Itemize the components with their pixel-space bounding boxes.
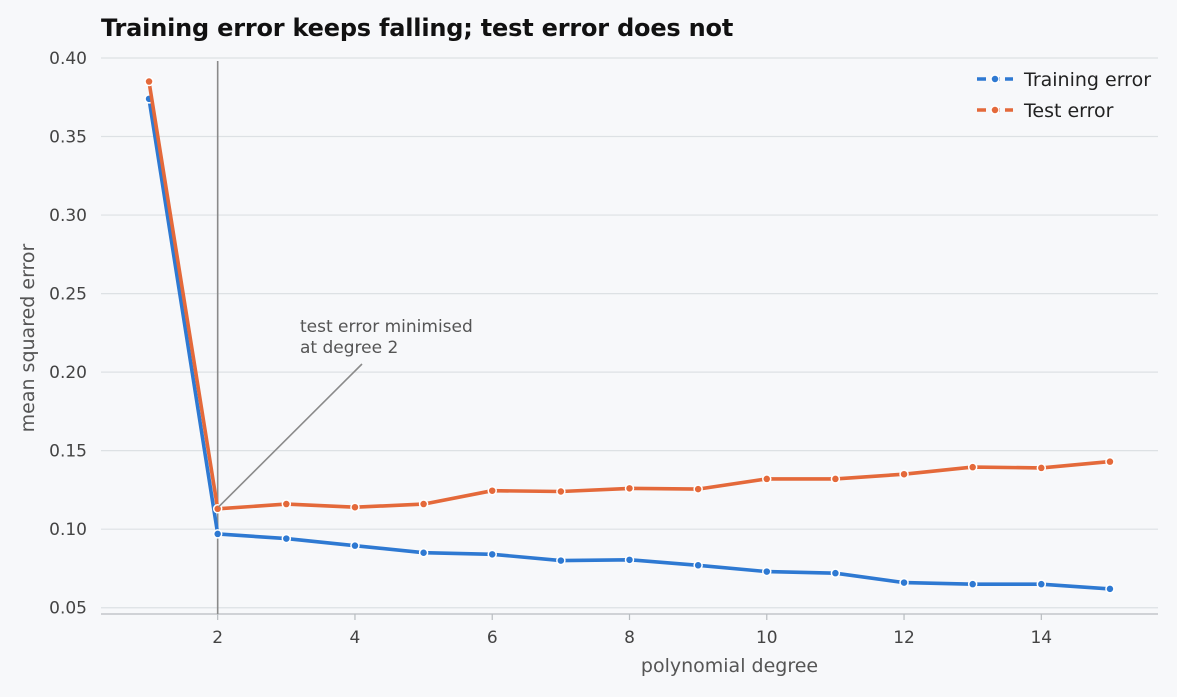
data-point-training (350, 540, 360, 551)
data-point-training (556, 555, 566, 566)
y-tick-label: 0.30 (49, 206, 87, 226)
x-tick-label: 10 (756, 628, 778, 648)
x-tick-label: 12 (893, 628, 915, 648)
y-axis-label: mean squared error (17, 243, 39, 432)
x-axis-label: polynomial degree (641, 655, 818, 677)
data-point-test (281, 499, 292, 509)
y-tick-label: 0.05 (49, 599, 87, 619)
data-point-training (418, 547, 429, 558)
legend-swatch-marker (990, 74, 1000, 84)
data-point-training (1036, 579, 1047, 589)
annotation-text: test error minimised (300, 317, 473, 337)
data-point-test (1105, 456, 1115, 467)
data-point-test (418, 499, 429, 509)
y-tick-label: 0.20 (49, 363, 87, 383)
data-point-test (693, 484, 703, 494)
y-tick-label: 0.40 (49, 49, 87, 69)
data-point-training (693, 560, 703, 571)
x-tick-label: 6 (487, 628, 498, 648)
y-tick-label: 0.25 (49, 285, 87, 305)
series-line-test (147, 79, 1112, 511)
data-point-test (830, 474, 841, 484)
data-point-test (899, 469, 909, 479)
data-point-training (487, 549, 497, 560)
legend-label: Training error (1023, 69, 1151, 91)
data-point-training (967, 579, 978, 589)
data-point-training (899, 577, 909, 588)
legend-swatch-marker (990, 105, 1000, 115)
data-point-training (624, 555, 635, 565)
data-point-training (281, 533, 292, 544)
data-point-test (556, 486, 566, 497)
annotation-arrow (218, 363, 363, 508)
data-point-test (350, 502, 360, 512)
series-line-training (147, 97, 1112, 591)
data-point-test (1036, 463, 1047, 473)
data-point-test (487, 485, 497, 496)
data-point-training (212, 529, 223, 539)
annotation-text: at degree 2 (300, 338, 398, 358)
data-point-test (624, 483, 635, 494)
x-tick-label: 8 (624, 628, 635, 648)
chart-title: Training error keeps falling; test error… (101, 14, 734, 42)
y-tick-label: 0.35 (49, 128, 87, 148)
x-tick-label: 2 (212, 628, 223, 648)
legend-label: Test error (1023, 100, 1114, 122)
data-point-test (762, 474, 772, 484)
y-tick-label: 0.15 (49, 442, 87, 462)
data-point-training (1105, 584, 1115, 594)
x-tick-label: 14 (1030, 628, 1052, 648)
y-tick-label: 0.10 (49, 520, 87, 540)
data-point-test (144, 76, 154, 87)
data-point-training (762, 566, 772, 577)
x-tick-label: 4 (350, 628, 361, 648)
data-point-training (830, 568, 841, 578)
data-point-test (967, 462, 978, 472)
